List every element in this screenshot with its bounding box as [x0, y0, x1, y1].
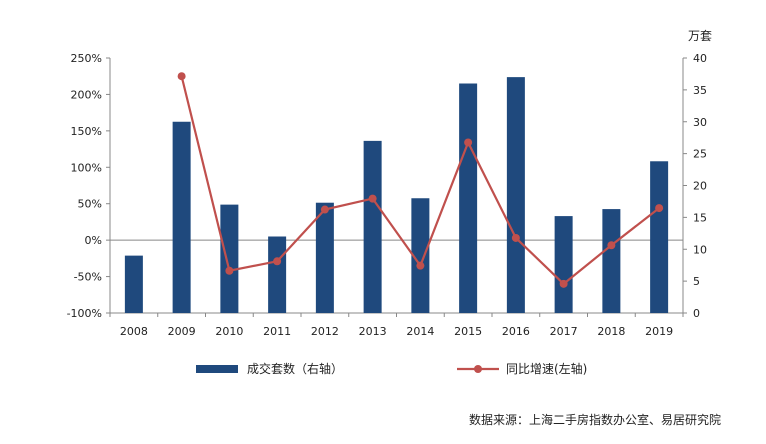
line-point [368, 194, 377, 203]
line-point [320, 205, 329, 214]
x-tick-label: 2014 [406, 325, 434, 338]
bar [172, 121, 191, 313]
bar [602, 209, 621, 313]
right-tick-label: 30 [693, 116, 707, 129]
bar [411, 198, 430, 313]
x-axis-ticks: 2008 2009 2010 2011 2012 2013 2014 2015 2016 2017… [109, 313, 684, 338]
legend-bar-label: 成交套数（右轴） [247, 361, 343, 376]
left-tick-label: 150% [71, 125, 102, 138]
line-point [559, 279, 568, 288]
line-point [607, 241, 616, 250]
line-series [177, 72, 664, 288]
bar-series [124, 77, 669, 313]
left-tick-label: 100% [71, 161, 102, 174]
x-tick-label: 2010 [215, 325, 243, 338]
legend-bar-swatch [196, 365, 238, 373]
x-tick-label: 2018 [597, 325, 625, 338]
x-tick-label: 2009 [168, 325, 196, 338]
x-tick-label: 2013 [359, 325, 387, 338]
bar [220, 204, 239, 313]
bar [650, 161, 669, 313]
bar [459, 83, 478, 313]
x-tick-label: 2019 [645, 325, 673, 338]
legend-line-label: 同比增速(左轴) [506, 361, 587, 376]
right-tick-label: 15 [693, 211, 707, 224]
left-tick-label: 50% [78, 198, 102, 211]
right-tick-label: 20 [693, 180, 707, 193]
line-point [464, 138, 473, 147]
bar [268, 236, 287, 313]
x-tick-label: 2016 [502, 325, 530, 338]
right-tick-label: 35 [693, 84, 707, 97]
line-point [273, 257, 282, 266]
right-tick-label: 10 [693, 243, 707, 256]
bar [315, 202, 334, 313]
left-tick-label: -100% [67, 307, 102, 320]
data-source-note: 数据来源：上海二手房指数办公室、易居研究院 [469, 412, 721, 427]
line-point [511, 233, 520, 242]
x-tick-label: 2011 [263, 325, 291, 338]
line-point [416, 261, 425, 270]
right-tick-label: 25 [693, 148, 707, 161]
right-axis-unit: 万套 [688, 29, 712, 43]
line-point [177, 72, 186, 81]
bar [124, 255, 143, 313]
right-tick-label: 5 [693, 275, 700, 288]
legend: 成交套数（右轴） 同比增速(左轴) [196, 361, 587, 376]
legend-line-marker [474, 365, 482, 373]
x-tick-label: 2008 [120, 325, 148, 338]
line-point [225, 266, 234, 275]
right-tick-label: 0 [693, 307, 700, 320]
bar [363, 140, 382, 313]
x-tick-label: 2015 [454, 325, 482, 338]
right-tick-label: 40 [693, 52, 707, 65]
x-tick-label: 2017 [550, 325, 578, 338]
bar [554, 216, 573, 313]
bar [506, 77, 525, 313]
left-tick-label: -50% [74, 271, 102, 284]
left-tick-label: 200% [71, 88, 102, 101]
x-tick-label: 2012 [311, 325, 339, 338]
left-tick-label: 0% [85, 234, 102, 247]
line-point [655, 204, 664, 213]
left-tick-label: 250% [71, 52, 102, 65]
